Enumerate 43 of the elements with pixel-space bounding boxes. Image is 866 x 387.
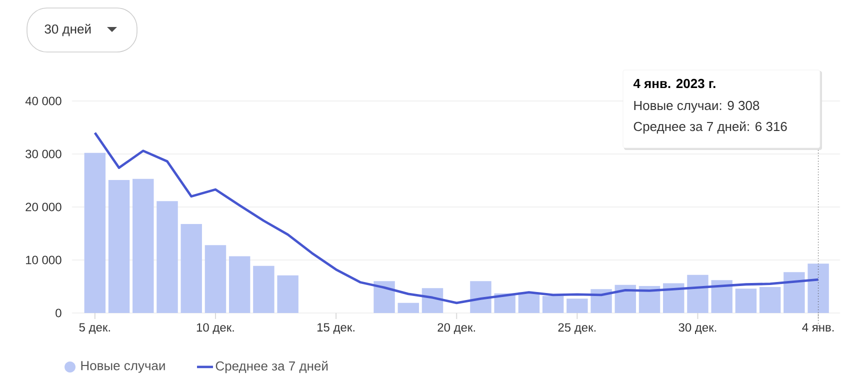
bar: [470, 281, 492, 313]
bar: [518, 292, 540, 313]
x-tick-label: 25 дек.: [558, 323, 596, 334]
bar: [735, 288, 757, 313]
bar: [132, 178, 154, 313]
bar: [784, 272, 805, 313]
y-tick-label: 40 000: [25, 96, 62, 106]
x-tick-label: 4 янв.: [802, 323, 834, 332]
y-tick-label: 30 000: [26, 150, 62, 158]
legend-label: Новые случаи: [81, 361, 165, 373]
bar: [108, 180, 130, 313]
bar: [808, 264, 829, 313]
bar: [759, 287, 781, 313]
y-tick-label: 0: [56, 308, 62, 318]
bar: [277, 275, 298, 313]
bar: [228, 256, 250, 313]
bar: [156, 201, 178, 313]
bar: [542, 296, 564, 313]
text: 30 дней: [44, 24, 91, 36]
x-tick-label: 30 дек.: [678, 323, 716, 334]
annotation: Новые случаи: 9 308: [634, 100, 760, 113]
y-tick-label: 20 000: [26, 202, 62, 212]
annotation: Среднее за 7 дней: 6 316: [634, 121, 787, 134]
bar: [84, 152, 106, 313]
x-tick-label: 15 дек.: [317, 323, 354, 334]
bar: [566, 298, 588, 313]
bar: [374, 281, 395, 313]
bar: [422, 288, 444, 313]
x-tick-label: 20 дек.: [438, 323, 475, 334]
bar: [663, 283, 684, 313]
bar: [711, 280, 732, 313]
bar: [638, 286, 660, 313]
bar: [398, 302, 419, 313]
bar: [687, 274, 708, 313]
bar: [253, 266, 274, 313]
bar: [614, 284, 636, 313]
legend-label: Среднее за 7 дней: [216, 360, 328, 374]
text: 4 янв. 2023 г.: [633, 78, 716, 88]
x-tick-label: 5 дек.: [79, 323, 110, 334]
x-tick-label: 10 дек.: [196, 323, 234, 334]
bar: [204, 245, 226, 313]
bar: [180, 224, 202, 313]
y-tick-label: 10 000: [26, 256, 62, 264]
